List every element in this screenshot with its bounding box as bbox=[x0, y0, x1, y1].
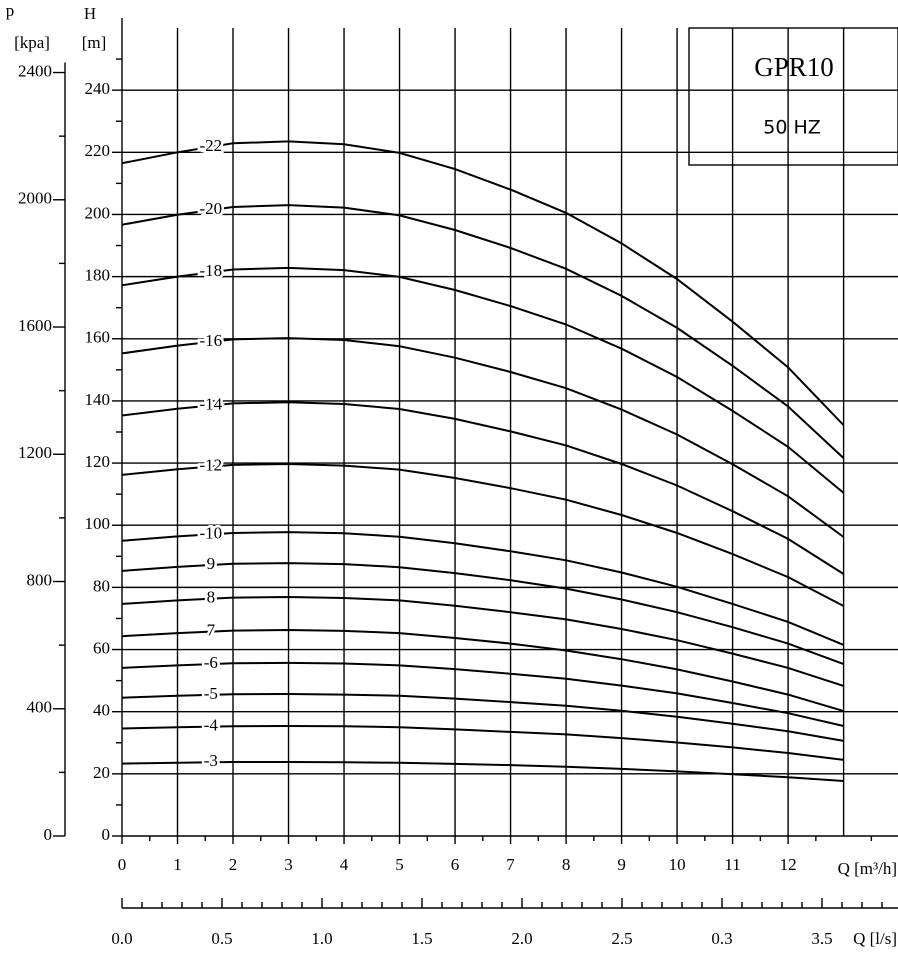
pump-curve bbox=[121, 204, 845, 459]
x-tick-label: 11 bbox=[724, 855, 740, 874]
pump-curve bbox=[121, 462, 845, 607]
x-tick-label: 7 bbox=[506, 855, 515, 874]
legend-label: -5 bbox=[204, 684, 218, 703]
chart-subtitle: 50 HZ bbox=[763, 117, 821, 139]
y-tick-label: 60 bbox=[93, 638, 110, 657]
y2-axis-label: p bbox=[6, 1, 15, 20]
legend-label: 9 bbox=[207, 554, 216, 573]
y-tick-label: 200 bbox=[85, 203, 111, 222]
legend-label: -18 bbox=[199, 261, 222, 280]
x-tick-label: 8 bbox=[562, 855, 571, 874]
y-tick-label: 160 bbox=[85, 328, 111, 347]
y-tick-label: 0 bbox=[102, 825, 111, 844]
y-tick-label: 180 bbox=[85, 266, 111, 285]
x2-tick-label: 2.5 bbox=[611, 929, 632, 948]
x-tick-label: 5 bbox=[395, 855, 404, 874]
title-box bbox=[688, 27, 898, 166]
pump-curve bbox=[121, 595, 844, 687]
y-tick-label: 20 bbox=[93, 763, 110, 782]
pump-curve bbox=[121, 724, 844, 761]
x-tick-label: 4 bbox=[340, 855, 349, 874]
x2-tick-label: 0.3 bbox=[711, 929, 732, 948]
y2-tick-label: 2400 bbox=[18, 61, 52, 80]
x2-tick-label: 1.5 bbox=[411, 929, 432, 948]
y2-tick-label: 0 bbox=[44, 825, 53, 844]
x-tick-label: 9 bbox=[617, 855, 626, 874]
legend-label: -22 bbox=[199, 136, 222, 155]
legend-label: -4 bbox=[204, 716, 219, 735]
x2-tick-label: 1.0 bbox=[311, 929, 332, 948]
y-tick-label: 140 bbox=[85, 390, 111, 409]
x-tick-label: 0 bbox=[118, 855, 127, 874]
x-tick-label: 10 bbox=[669, 855, 686, 874]
pump-curve bbox=[121, 401, 845, 575]
legend-label: -6 bbox=[204, 653, 218, 672]
x-tick-label: 12 bbox=[780, 855, 797, 874]
y-axis-label: H bbox=[84, 4, 96, 23]
legend-label: -12 bbox=[199, 456, 222, 475]
x2-tick-label: 3.5 bbox=[811, 929, 832, 948]
legend-label: -14 bbox=[199, 394, 222, 413]
y2-tick-label: 1600 bbox=[18, 316, 52, 335]
x2-tick-label: 0.5 bbox=[211, 929, 232, 948]
pump-curve bbox=[121, 140, 845, 426]
y2-axis-unit: [kpa] bbox=[14, 33, 50, 52]
pump-curve bbox=[121, 661, 844, 727]
y2-tick-label: 2000 bbox=[18, 189, 52, 208]
pump-curve bbox=[121, 337, 845, 538]
x-tick-label: 1 bbox=[173, 855, 182, 874]
x-tick-label: 3 bbox=[284, 855, 293, 874]
legend-label: -16 bbox=[199, 331, 222, 350]
y-tick-label: 100 bbox=[85, 514, 111, 533]
y-tick-label: 220 bbox=[85, 141, 111, 160]
x2-axis-label: Q [l/s] bbox=[853, 929, 897, 948]
legend-label: 8 bbox=[207, 588, 216, 607]
x2-tick-label: 0.0 bbox=[111, 929, 132, 948]
x2-tick-label: 2.0 bbox=[511, 929, 532, 948]
y2-tick-label: 400 bbox=[27, 698, 53, 717]
pump-curve bbox=[121, 761, 844, 782]
y2-tick-label: 800 bbox=[27, 570, 53, 589]
legend-label: -20 bbox=[199, 199, 222, 218]
x-tick-label: 6 bbox=[451, 855, 460, 874]
y-axis-unit: [m] bbox=[82, 33, 107, 52]
legend-label: 7 bbox=[207, 620, 216, 639]
pump-curve bbox=[121, 692, 844, 742]
x-axis-label: Q [m³/h] bbox=[838, 859, 897, 878]
y-tick-label: 240 bbox=[85, 79, 111, 98]
y-tick-label: 120 bbox=[85, 452, 111, 471]
y-tick-label: 40 bbox=[93, 701, 110, 720]
y-tick-label: 80 bbox=[93, 576, 110, 595]
chart-title: GPR10 bbox=[754, 52, 834, 82]
legend-label: -3 bbox=[204, 751, 218, 770]
pump-curve bbox=[121, 562, 844, 666]
pump-curve bbox=[121, 266, 845, 494]
x-tick-label: 2 bbox=[229, 855, 238, 874]
pump-curve bbox=[121, 531, 844, 646]
legend-label: -10 bbox=[199, 523, 222, 542]
y2-tick-label: 1200 bbox=[18, 443, 52, 462]
pump-curve bbox=[121, 628, 844, 713]
